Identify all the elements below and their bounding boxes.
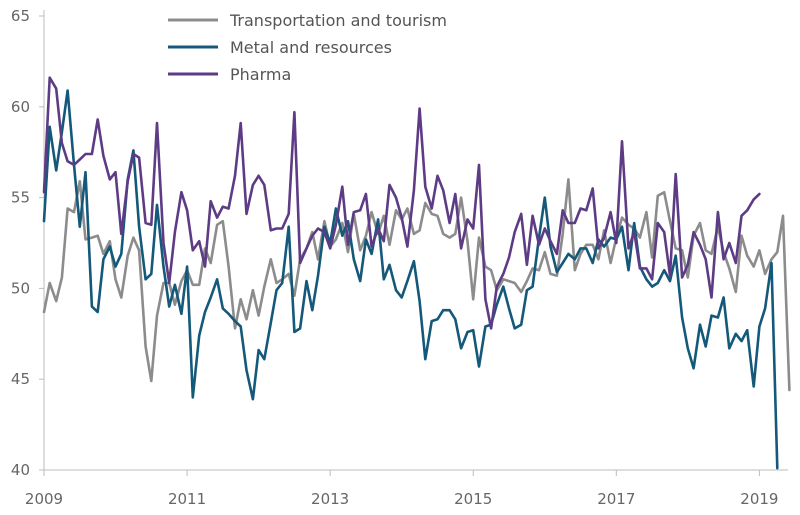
y-tick-label: 45 — [11, 370, 30, 388]
legend-label: Pharma — [230, 65, 291, 84]
axes — [43, 10, 788, 471]
series-line-pharma — [42, 76, 761, 330]
legend-label: Metal and resources — [230, 38, 392, 57]
x-tick-label: 2009 — [25, 490, 63, 508]
x-tick-label: 2019 — [740, 490, 778, 508]
legend-label: Transportation and tourism — [229, 11, 447, 30]
y-tick-label: 60 — [11, 98, 30, 116]
x-tick-label: 2011 — [168, 490, 206, 508]
series-line-metal-and-resources — [42, 89, 779, 470]
y-tick-label: 40 — [11, 461, 30, 479]
y-tick-label: 55 — [11, 189, 30, 207]
series-lines — [42, 76, 791, 470]
y-tick-label: 65 — [11, 7, 30, 25]
x-tick-label: 2013 — [311, 490, 349, 508]
legend: Transportation and tourism Metal and reso… — [168, 11, 447, 84]
tick-labels: 40 45 50 55 60 65 2009 2011 2013 2015 2017 2019 — [11, 7, 779, 508]
x-tick-label: 2015 — [454, 490, 492, 508]
x-tick-label: 2017 — [597, 490, 635, 508]
y-tick-label: 50 — [11, 279, 30, 297]
